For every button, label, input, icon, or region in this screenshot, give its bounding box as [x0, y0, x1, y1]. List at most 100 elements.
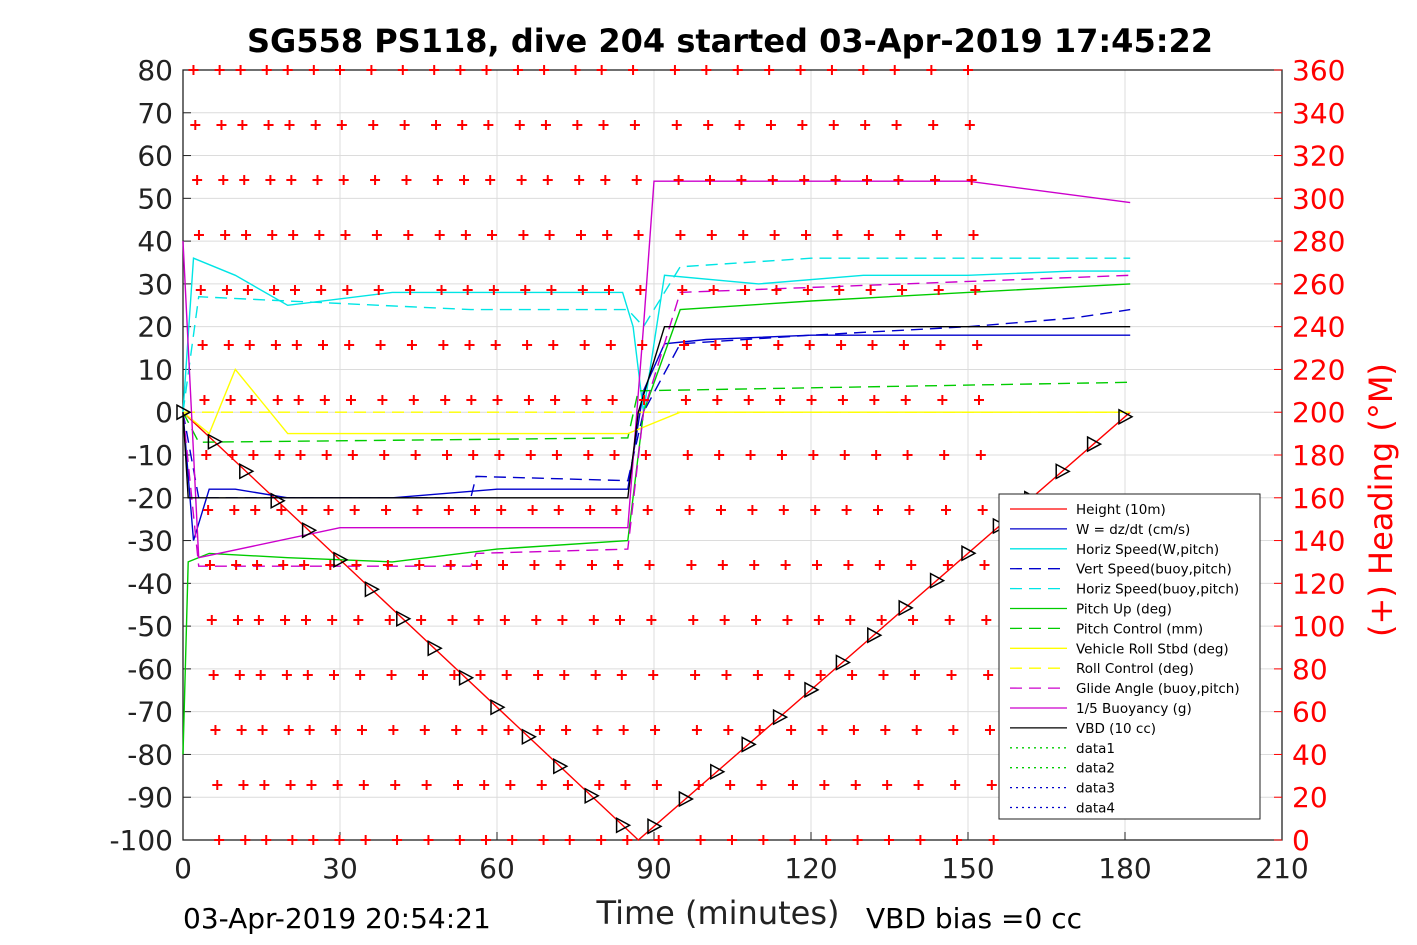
- heading-marker: [539, 65, 550, 75]
- legend-label: W = dz/dt (cm/s): [1076, 522, 1190, 538]
- heading-marker: [736, 175, 747, 185]
- depth-marker: [270, 492, 286, 509]
- heading-marker: [253, 615, 264, 625]
- y-tick-label: -30: [127, 525, 173, 558]
- legend-label: data3: [1076, 781, 1115, 797]
- heading-marker: [272, 395, 283, 405]
- legend-label: data2: [1076, 761, 1115, 777]
- heading-marker: [797, 120, 808, 130]
- heading-marker: [293, 395, 304, 405]
- heading-marker: [867, 340, 878, 350]
- y-right-tick-label: 200: [1292, 396, 1345, 429]
- heading-marker: [265, 175, 276, 185]
- depth-marker: [207, 433, 223, 450]
- heading-marker: [332, 780, 343, 790]
- heading-marker: [460, 230, 471, 240]
- heading-marker: [562, 780, 573, 790]
- heading-marker: [682, 450, 693, 460]
- y-tick-label: -60: [127, 653, 173, 686]
- heading-marker: [286, 175, 297, 185]
- heading-marker: [771, 285, 782, 295]
- heading-marker: [302, 670, 313, 680]
- heading-marker: [984, 725, 995, 735]
- heading-marker: [815, 670, 826, 680]
- heading-marker: [911, 725, 922, 735]
- heading-marker: [457, 120, 468, 130]
- heading-marker: [234, 670, 245, 680]
- heading-marker: [691, 725, 702, 735]
- heading-marker: [443, 505, 454, 515]
- heading-marker: [377, 395, 388, 405]
- heading-marker: [475, 670, 486, 680]
- legend-label: Horiz Speed(W,pitch): [1076, 542, 1219, 558]
- depth-marker: [867, 626, 883, 644]
- heading-marker: [231, 560, 242, 570]
- heading-marker: [939, 450, 950, 460]
- heading-marker: [455, 65, 466, 75]
- heading-marker: [963, 65, 973, 75]
- heading-marker: [686, 560, 697, 570]
- heading-marker: [462, 285, 473, 295]
- heading-marker: [190, 120, 201, 130]
- heading-marker: [613, 560, 624, 570]
- heading-marker: [507, 835, 518, 845]
- heading-marker: [310, 120, 321, 130]
- heading-marker: [236, 725, 247, 735]
- legend-label: VBD (10 cc): [1076, 721, 1156, 737]
- heading-marker: [848, 725, 859, 735]
- y-tick-label: 20: [137, 311, 173, 344]
- heading-marker: [904, 505, 915, 515]
- heading-marker: [721, 670, 732, 680]
- heading-marker: [417, 670, 428, 680]
- heading-marker: [620, 780, 631, 790]
- heading-marker: [704, 175, 715, 185]
- y-tick-label: 50: [137, 182, 173, 215]
- x-tick-label: 150: [941, 852, 994, 885]
- heading-marker: [946, 670, 957, 680]
- heading-marker: [246, 395, 257, 405]
- x-tick-label: 30: [322, 852, 358, 885]
- heading-marker: [933, 285, 944, 295]
- heading-marker: [503, 725, 514, 735]
- heading-marker: [749, 560, 760, 570]
- heading-marker: [300, 615, 311, 625]
- y-right-tick-label: 260: [1292, 268, 1345, 301]
- heading-marker: [388, 725, 399, 735]
- heading-marker: [841, 505, 852, 515]
- heading-marker: [977, 505, 988, 515]
- heading-marker: [328, 670, 339, 680]
- depth-marker: [1055, 463, 1071, 480]
- heading-marker: [304, 725, 315, 735]
- heading-marker: [968, 230, 979, 240]
- heading-marker: [561, 725, 572, 735]
- heading-marker: [926, 65, 937, 75]
- heading-marker: [734, 120, 745, 130]
- heading-marker: [861, 175, 872, 185]
- heading-marker: [516, 175, 527, 185]
- heading-marker: [419, 725, 430, 735]
- heading-marker: [889, 65, 900, 75]
- series-line-5: [182, 283, 1131, 755]
- heading-marker: [381, 505, 392, 515]
- heading-marker: [891, 120, 902, 130]
- heading-marker: [782, 615, 793, 625]
- heading-marker: [928, 120, 939, 130]
- y-right-tick-label: 360: [1292, 54, 1345, 87]
- heading-marker: [208, 670, 219, 680]
- heading-marker: [371, 230, 382, 240]
- x-tick-label: 90: [636, 852, 672, 885]
- depth-marker: [961, 545, 977, 562]
- heading-marker: [257, 725, 268, 735]
- heading-marker: [405, 285, 416, 295]
- heading-marker: [810, 505, 821, 515]
- heading-marker: [909, 670, 920, 680]
- heading-marker: [192, 175, 203, 185]
- heading-marker: [214, 835, 225, 845]
- heading-marker: [622, 835, 633, 845]
- heading-marker: [360, 835, 371, 845]
- heading-marker: [342, 285, 353, 295]
- depth-marker: [427, 639, 443, 657]
- depth-marker: [396, 610, 412, 627]
- heading-marker: [616, 670, 627, 680]
- heading-marker: [386, 670, 397, 680]
